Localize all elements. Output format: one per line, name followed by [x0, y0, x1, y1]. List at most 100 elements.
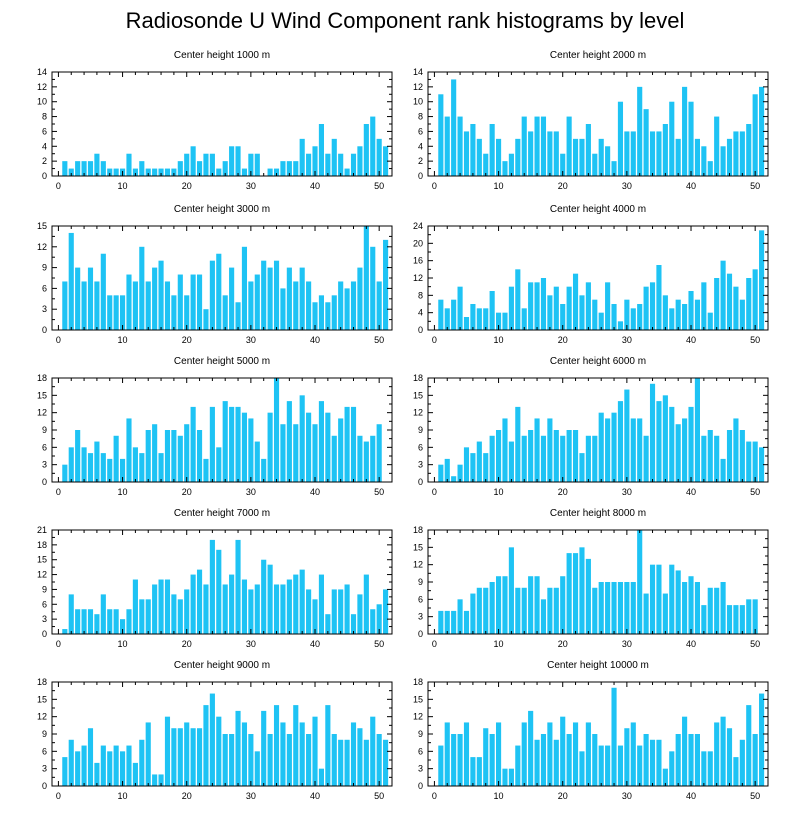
bar — [759, 86, 765, 176]
x-tick-label: 10 — [118, 639, 128, 649]
bar — [216, 253, 222, 330]
bar — [139, 453, 145, 482]
bar — [585, 282, 591, 330]
x-tick-label: 50 — [374, 335, 384, 345]
bar — [68, 739, 74, 786]
y-tick-label: 9 — [42, 263, 47, 273]
bar — [739, 430, 745, 482]
bar — [752, 734, 758, 786]
bar — [216, 549, 222, 634]
bar — [528, 710, 534, 786]
bar — [81, 161, 87, 176]
bar — [759, 693, 765, 786]
y-tick-label: 0 — [418, 629, 423, 639]
bar — [338, 153, 344, 176]
bar — [235, 302, 241, 330]
bar — [383, 146, 389, 176]
y-tick-label: 15 — [413, 390, 423, 400]
bar — [624, 131, 630, 176]
bar — [145, 722, 151, 786]
x-tick-label: 30 — [622, 791, 632, 801]
bar — [637, 530, 643, 634]
bar — [75, 267, 81, 330]
bar — [566, 116, 572, 176]
bar — [331, 589, 337, 634]
bar — [707, 751, 713, 786]
bar — [438, 464, 444, 482]
bar — [190, 274, 196, 330]
bar — [624, 299, 630, 330]
bar — [331, 435, 337, 482]
bar — [598, 582, 604, 634]
bar — [726, 138, 733, 176]
x-tick-label: 40 — [686, 791, 696, 801]
bar — [318, 768, 324, 786]
bar — [363, 124, 369, 176]
bar — [344, 168, 350, 176]
bar — [701, 605, 707, 634]
bar — [438, 299, 444, 330]
y-tick-label: 6 — [418, 442, 423, 452]
bar — [566, 286, 572, 330]
bar — [592, 299, 598, 330]
bar — [566, 553, 572, 634]
y-tick-label: 10 — [37, 97, 47, 107]
y-tick-label: 0 — [418, 171, 423, 181]
bar — [241, 579, 248, 634]
bar — [286, 401, 292, 482]
bar — [598, 138, 604, 176]
bar — [325, 153, 331, 176]
bar — [357, 728, 363, 786]
panel-10: Center height 10000 m 0 10 20 30 40 50 0 3 6 9 12 15… — [413, 660, 769, 801]
x-tick-label: 50 — [750, 181, 760, 191]
bar — [286, 161, 292, 176]
bar — [739, 131, 745, 176]
bar — [273, 705, 280, 786]
bar — [68, 594, 74, 634]
bar — [261, 458, 267, 482]
bar — [113, 168, 119, 176]
bar — [293, 161, 299, 176]
bar — [579, 751, 585, 786]
bar — [547, 131, 553, 176]
bar — [643, 286, 649, 330]
bar — [515, 745, 521, 786]
y-tick-label: 6 — [42, 746, 47, 756]
bar — [75, 609, 81, 634]
x-tick-label: 50 — [374, 487, 384, 497]
panel-2: Center height 2000 m 0 10 20 30 40 50 0 2 4 6 8 10 12… — [413, 50, 769, 191]
bar — [714, 587, 720, 634]
bar — [528, 131, 534, 176]
bar — [261, 710, 267, 786]
bar — [483, 308, 489, 330]
bar — [68, 447, 74, 482]
y-tick-label: 6 — [42, 283, 47, 293]
bar — [598, 745, 604, 786]
bar — [688, 734, 694, 786]
bar — [120, 458, 126, 482]
bar — [350, 406, 357, 482]
bar — [508, 768, 514, 786]
bar — [508, 286, 514, 330]
panel-title: Center height 5000 m — [174, 356, 270, 367]
bar — [293, 424, 299, 482]
bar — [75, 161, 81, 176]
bar — [145, 599, 151, 634]
x-tick-label: 50 — [374, 639, 384, 649]
bar — [261, 559, 267, 634]
y-tick-label: 18 — [413, 525, 423, 535]
bar — [306, 589, 312, 634]
bar — [164, 579, 171, 634]
bar — [344, 584, 350, 634]
bar — [325, 412, 331, 482]
bar — [585, 435, 591, 482]
bar — [209, 153, 215, 176]
bar — [540, 599, 547, 634]
bar — [120, 619, 126, 634]
bar — [254, 441, 260, 482]
bar — [132, 281, 138, 330]
bar — [572, 138, 579, 176]
bar — [306, 153, 312, 176]
bar — [190, 574, 196, 634]
bar — [338, 418, 344, 482]
